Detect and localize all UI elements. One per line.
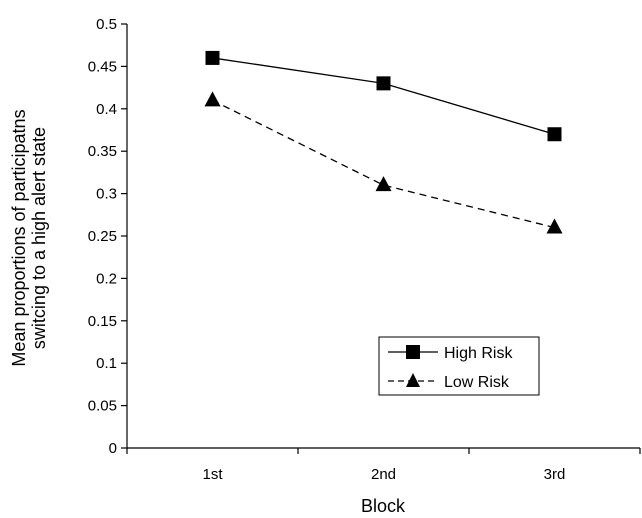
x-tick-label: 2nd <box>371 466 396 483</box>
data-point-high-risk-1st <box>205 50 220 65</box>
y-tick-label: 0.3 <box>96 186 117 203</box>
legend-label-high-risk: High Risk <box>444 345 513 362</box>
data-point-low-risk-2nd <box>375 176 392 192</box>
y-axis-title-line1: Mean proportions of participatns <box>9 109 29 366</box>
legend-marker-low-risk <box>406 373 420 387</box>
y-tick-label: 0.1 <box>96 355 117 372</box>
legend-label-low-risk: Low Risk <box>444 374 510 391</box>
y-axis: 0 0.05 0.1 0.15 0.2 0.25 0.3 0.35 0.4 0.45 0.5 <box>88 16 128 457</box>
series-line-low-risk <box>212 99 555 229</box>
data-point-high-risk-2nd <box>376 76 391 91</box>
y-tick-label: 0.45 <box>88 58 117 75</box>
y-tick-label: 0.15 <box>88 313 117 330</box>
series-layer <box>204 50 563 234</box>
legend-box <box>378 336 540 396</box>
y-tick-label: 0.5 <box>96 16 117 33</box>
y-tick-label: 0.4 <box>96 101 117 118</box>
x-tick-label: 3rd <box>544 466 566 483</box>
x-axis-title: Block <box>361 496 406 516</box>
y-axis-title-line2: switcing to a high alert state <box>29 127 49 349</box>
y-tick-label: 0.25 <box>88 228 117 245</box>
y-tick-label: 0.2 <box>96 270 117 287</box>
data-point-high-risk-3rd <box>547 127 562 142</box>
y-tick-label: 0.05 <box>88 398 117 415</box>
x-axis: 1st 2nd 3rd <box>126 447 641 483</box>
legend: High Risk Low Risk <box>378 336 540 396</box>
data-point-low-risk-1st <box>204 91 221 107</box>
legend-marker-high-risk <box>406 345 420 359</box>
x-tick-label: 1st <box>202 466 223 483</box>
data-point-low-risk-3rd <box>546 218 563 234</box>
y-tick-label: 0.35 <box>88 143 117 160</box>
series-line-high-risk <box>212 57 555 135</box>
y-tick-label: 0 <box>109 440 117 457</box>
